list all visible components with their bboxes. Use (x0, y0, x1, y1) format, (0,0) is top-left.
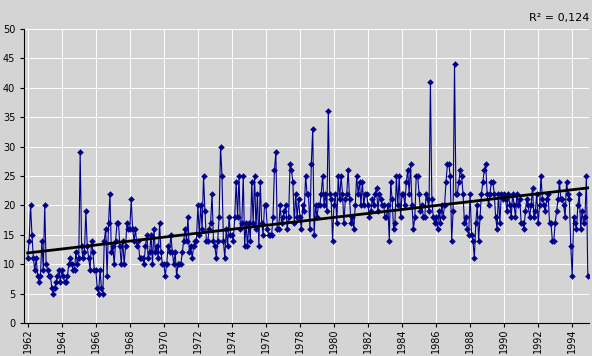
Text: R² = 0,124: R² = 0,124 (529, 13, 589, 23)
